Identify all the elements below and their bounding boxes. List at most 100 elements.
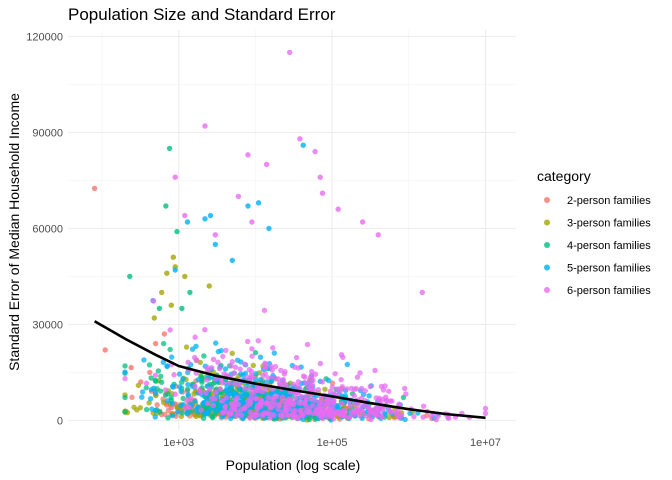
data-point <box>183 397 190 403</box>
data-point <box>247 409 253 415</box>
y-axis-ticks: 0 30000 60000 90000 120000 <box>26 31 63 427</box>
data-point <box>275 406 281 412</box>
data-point <box>411 414 417 420</box>
data-point <box>141 357 147 363</box>
data-point <box>278 367 284 374</box>
data-point <box>170 254 177 260</box>
data-point <box>238 406 244 413</box>
data-point <box>165 415 171 421</box>
data-point <box>420 414 426 420</box>
legend-label: 3-person families <box>567 218 651 230</box>
data-point <box>152 414 158 420</box>
data-point <box>172 174 178 180</box>
data-point <box>407 410 413 417</box>
data-point <box>337 386 344 392</box>
data-point <box>317 360 324 367</box>
y-axis-title: Standard Error of Median Household Incom… <box>6 93 22 371</box>
data-point <box>152 372 159 379</box>
data-point <box>164 398 171 404</box>
data-point <box>319 190 326 196</box>
y-tick-label: 60000 <box>32 223 63 235</box>
data-point <box>204 400 211 407</box>
data-point <box>235 193 242 200</box>
data-point <box>354 374 361 380</box>
data-point <box>202 410 208 416</box>
data-point <box>357 370 363 376</box>
data-point <box>208 395 215 402</box>
data-point <box>382 383 388 389</box>
data-point <box>237 366 243 372</box>
data-point <box>262 364 268 370</box>
data-point <box>162 387 169 393</box>
data-point <box>185 381 191 388</box>
data-point <box>392 410 398 416</box>
data-point <box>252 349 259 356</box>
data-point <box>255 200 262 206</box>
data-point <box>122 363 128 369</box>
data-point <box>193 357 200 364</box>
data-point <box>179 410 186 416</box>
data-point <box>262 370 268 377</box>
legend-label: 2-person families <box>567 195 651 207</box>
data-point <box>346 414 352 421</box>
data-point <box>198 407 204 413</box>
legend-key <box>544 242 550 248</box>
data-point <box>312 397 319 404</box>
data-point <box>340 410 346 416</box>
data-point <box>154 402 160 408</box>
data-point <box>180 376 186 382</box>
data-point <box>272 363 279 370</box>
data-point <box>297 407 304 414</box>
data-point <box>182 212 188 219</box>
y-tick-label: 90000 <box>32 127 63 139</box>
data-point <box>147 395 154 402</box>
data-point <box>213 376 219 382</box>
data-point <box>137 404 144 411</box>
data-point <box>281 413 287 419</box>
data-point <box>255 338 262 344</box>
data-point <box>148 386 155 393</box>
data-point <box>305 385 312 391</box>
data-point <box>334 408 340 415</box>
data-point <box>183 344 190 350</box>
data-point <box>225 380 232 386</box>
data-point <box>367 383 373 390</box>
data-point <box>235 401 242 408</box>
data-point <box>164 363 171 369</box>
legend-key <box>544 197 550 203</box>
data-point <box>275 376 282 382</box>
data-point <box>209 365 215 371</box>
data-point <box>169 400 175 407</box>
data-point <box>283 407 289 414</box>
data-point <box>344 386 350 392</box>
data-point <box>270 374 276 381</box>
data-point <box>348 409 355 415</box>
data-point <box>206 283 212 289</box>
data-point <box>357 401 363 408</box>
data-point <box>327 388 334 394</box>
data-point <box>129 394 135 401</box>
data-point <box>359 219 366 225</box>
data-point <box>177 384 183 390</box>
legend-label: 5-person families <box>567 263 651 275</box>
data-point <box>152 340 159 347</box>
trend-line <box>93 320 486 420</box>
data-point <box>244 374 250 380</box>
data-point <box>139 394 145 400</box>
data-point <box>168 394 174 401</box>
data-point <box>212 232 219 238</box>
data-point <box>147 369 153 376</box>
data-point <box>207 386 213 392</box>
data-point <box>169 413 176 419</box>
data-point <box>179 305 185 312</box>
data-point <box>229 358 235 365</box>
data-point <box>188 395 194 401</box>
data-point <box>200 401 206 407</box>
data-point <box>290 381 297 387</box>
data-point <box>166 145 173 152</box>
data-point <box>247 415 253 421</box>
data-point <box>238 412 245 418</box>
data-point <box>252 411 259 417</box>
data-point <box>347 403 354 409</box>
